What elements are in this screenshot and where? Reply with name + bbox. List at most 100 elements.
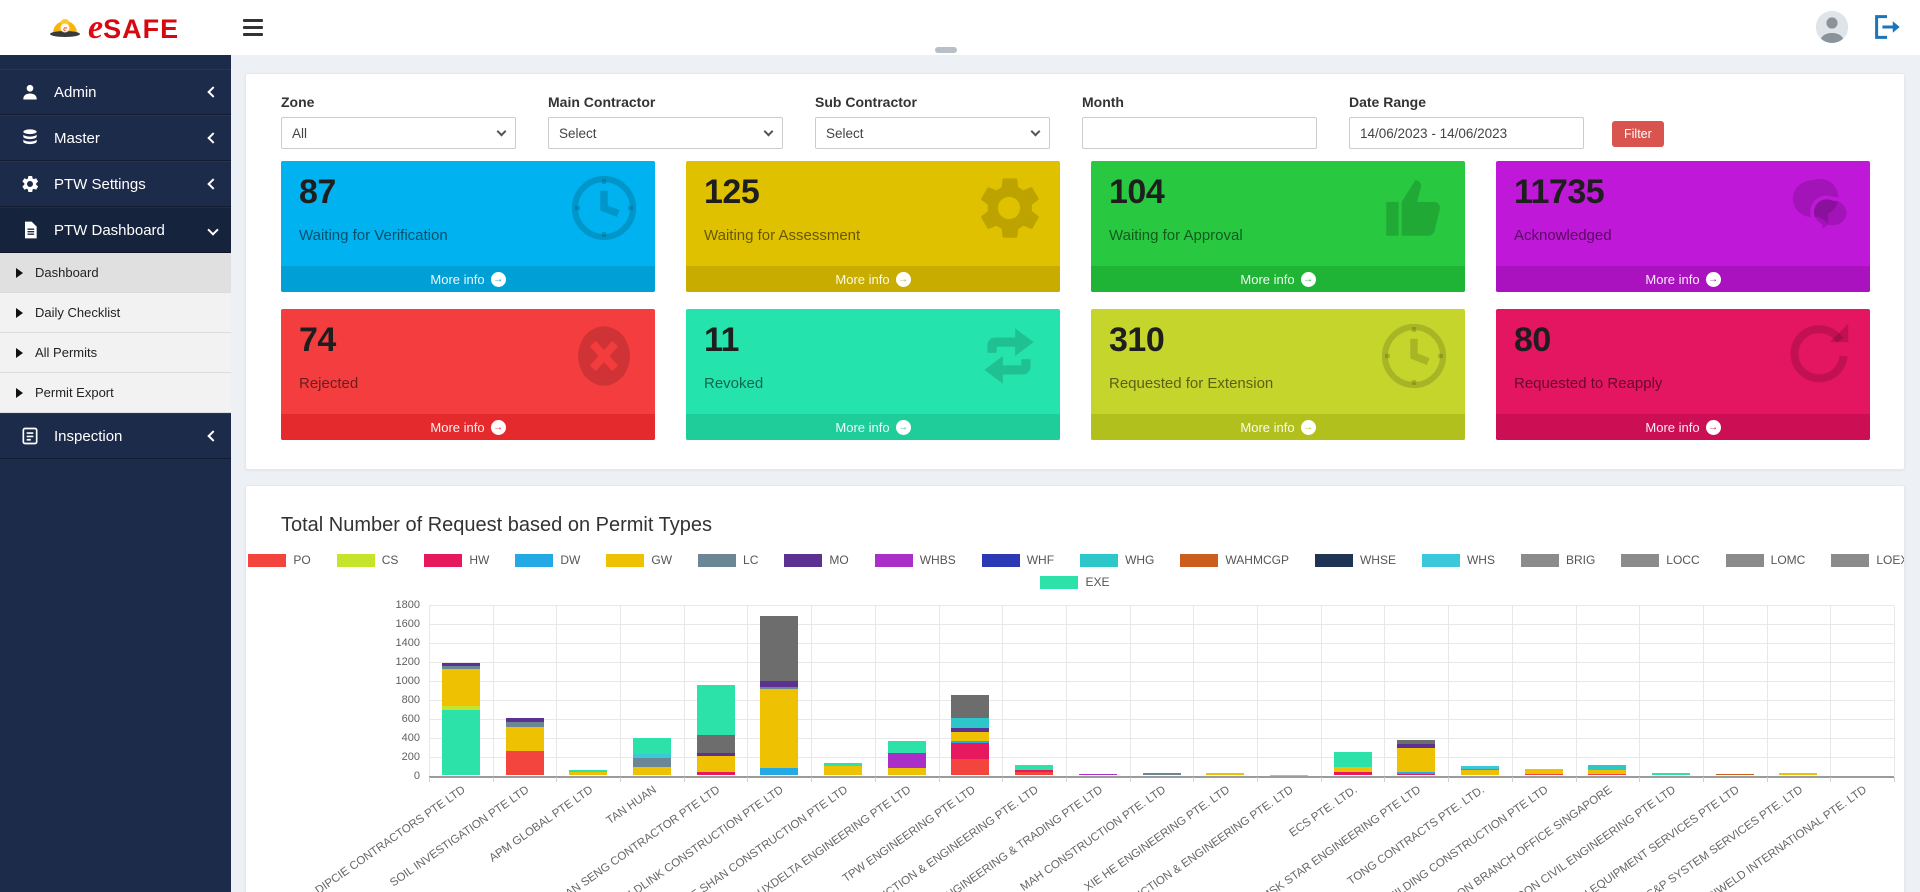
filter-bar: Zone All Main Contractor Select Sub Cont… [246,74,1904,149]
legend-item-whg[interactable]: WHG [1080,553,1154,567]
legend-item-whse[interactable]: WHSE [1314,553,1396,567]
more-info-label: More info [835,419,890,435]
stat-card-label: Requested for Extension [1109,375,1274,392]
legend-item-whs[interactable]: WHS [1421,553,1495,567]
legend-item-mo[interactable]: MO [784,553,849,567]
sub-contractor-select[interactable]: Select [815,117,1050,149]
main-contractor-label: Main Contractor [548,94,656,110]
logo[interactable]: e eSAFE [48,6,179,50]
more-info-link[interactable]: More info → [281,266,655,292]
y-axis-tick-label: 1000 [395,675,420,687]
legend-item-lc[interactable]: LC [698,553,758,567]
ptw-dashboard-submenu: Dashboard Daily Checklist All Permits Permi… [0,253,231,413]
bar-segment-hw [951,743,990,760]
x-axis-category-label: AM HWA ENGINEERING & TRADING PTE LTD [896,784,1105,892]
more-info-link[interactable]: More info → [1091,414,1465,440]
x-axis-labels: DIPCIE CONTRACTORS PTE LTD SOIL INVESTIGA… [314,784,1894,892]
stat-card-label: Revoked [704,375,764,392]
legend-item-hw[interactable]: HW [424,553,489,567]
legend-label: WHF [1026,553,1055,567]
sidebar-item-ptw-dashboard[interactable]: PTW Dashboard [0,207,231,253]
sidebar-item-master[interactable]: Master [0,115,231,161]
bar-segment-mo [760,680,799,687]
arrow-right-icon: → [895,271,911,287]
chevron-left-icon [207,430,219,442]
legend-item-lomc[interactable]: LOMC [1725,553,1805,567]
bar-segment-lc [760,686,799,689]
more-info-label: More info [430,419,485,435]
bar-segment-gp [1397,739,1436,744]
bar-mah-construction-pte-ltd [1142,773,1181,775]
chart-panel: Total Number of Request based on Permit … [245,485,1905,892]
stat-card-waiting-for-approval: 104 Waiting for Approval More info → [1091,161,1465,292]
hamburger-icon[interactable] [243,14,271,40]
main-contractor-select-value: Select [559,125,597,141]
bar-segment-po [951,759,990,775]
x-axis-tick [1702,777,1704,782]
arrow-right-icon: → [490,271,506,287]
main-contractor-select[interactable]: Select [548,117,783,149]
more-info-link[interactable]: More info → [1091,266,1465,292]
legend-item-whf[interactable]: WHF [981,553,1055,567]
gridline-vertical [556,606,558,776]
more-info-link[interactable]: More info → [686,414,1060,440]
legend-item-whbs[interactable]: WHBS [874,553,956,567]
legend-item-gw[interactable]: GW [606,553,672,567]
more-info-link[interactable]: More info → [281,414,655,440]
bar-segment-gw [632,767,671,775]
legend-label: BRIG [1565,553,1596,567]
triangle-bullet-icon [16,307,23,318]
stat-cards: 87 Waiting for Verification More info → 125 W… [246,149,1904,440]
legend-item-loex[interactable]: LOEX [1831,553,1904,567]
gridline-vertical [683,606,685,776]
arrow-right-icon: → [1705,271,1721,287]
bar-segment-exe [632,737,671,755]
x-axis-tick [492,777,494,782]
x-axis-tick [1511,777,1513,782]
bar-segment-mo [441,663,480,667]
x-axis-tick [1830,777,1832,782]
legend-item-brig[interactable]: BRIG [1520,553,1596,567]
x-axis-tick [1193,777,1195,782]
bar-segment-lc [441,666,480,669]
bar-segment-gp [951,695,990,718]
legend-item-po[interactable]: PO [248,553,311,567]
logout-icon[interactable] [1872,13,1902,41]
legend-item-cs[interactable]: CS [336,553,398,567]
scrollbar-thumb[interactable] [935,47,957,53]
y-axis-tick-label: 600 [401,713,420,725]
user-photo-icon [1816,11,1848,43]
sidebar-subitem-dashboard[interactable]: Dashboard [0,253,231,293]
sidebar-subitem-daily-checklist[interactable]: Daily Checklist [0,293,231,333]
x-axis-category-label: SAM LAIN EQUIPMENT SERVICES PTE LTD [1541,784,1742,892]
more-info-link[interactable]: More info → [1496,414,1870,440]
bar-sam-lain-equipment-services-pte-ltd [1715,773,1754,775]
sidebar-item-admin[interactable]: Admin [0,69,231,115]
gridline-vertical [1065,606,1067,776]
sidebar-item-inspection[interactable]: Inspection [0,413,231,459]
legend-swatch [1725,553,1764,567]
sidebar-item-label: PTW Dashboard [54,221,165,239]
arrow-right-icon: → [1705,419,1721,435]
more-info-link[interactable]: More info → [1496,266,1870,292]
bar-segment-gw [824,765,863,775]
stat-card-requested-for-extension: 310 Requested for Extension More info → [1091,309,1465,440]
bar-segment-gw [1333,766,1372,773]
legend-item-locc[interactable]: LOCC [1621,553,1700,567]
month-input[interactable] [1082,117,1317,149]
filter-button[interactable]: Filter [1612,121,1664,147]
sidebar-subitem-permit-export[interactable]: Permit Export [0,373,231,413]
legend-item-wahmcgp[interactable]: WAHMCGP [1180,553,1289,567]
more-info-link[interactable]: More info → [686,266,1060,292]
sidebar-item-ptw-settings[interactable]: PTW Settings [0,161,231,207]
date-range-label: Date Range [1349,94,1427,110]
date-range-input[interactable] [1349,117,1584,149]
zone-select[interactable]: All [281,117,516,149]
chart-legend-row2: EXE [246,575,1904,589]
legend-item-dw[interactable]: DW [515,553,580,567]
sub-contractor-select-value: Select [826,125,864,141]
sidebar-subitem-all-permits[interactable]: All Permits [0,333,231,373]
legend-item-exe[interactable]: EXE [1040,575,1110,589]
bar-ecs-pte-ltd- [1333,751,1372,775]
avatar[interactable] [1816,11,1848,43]
